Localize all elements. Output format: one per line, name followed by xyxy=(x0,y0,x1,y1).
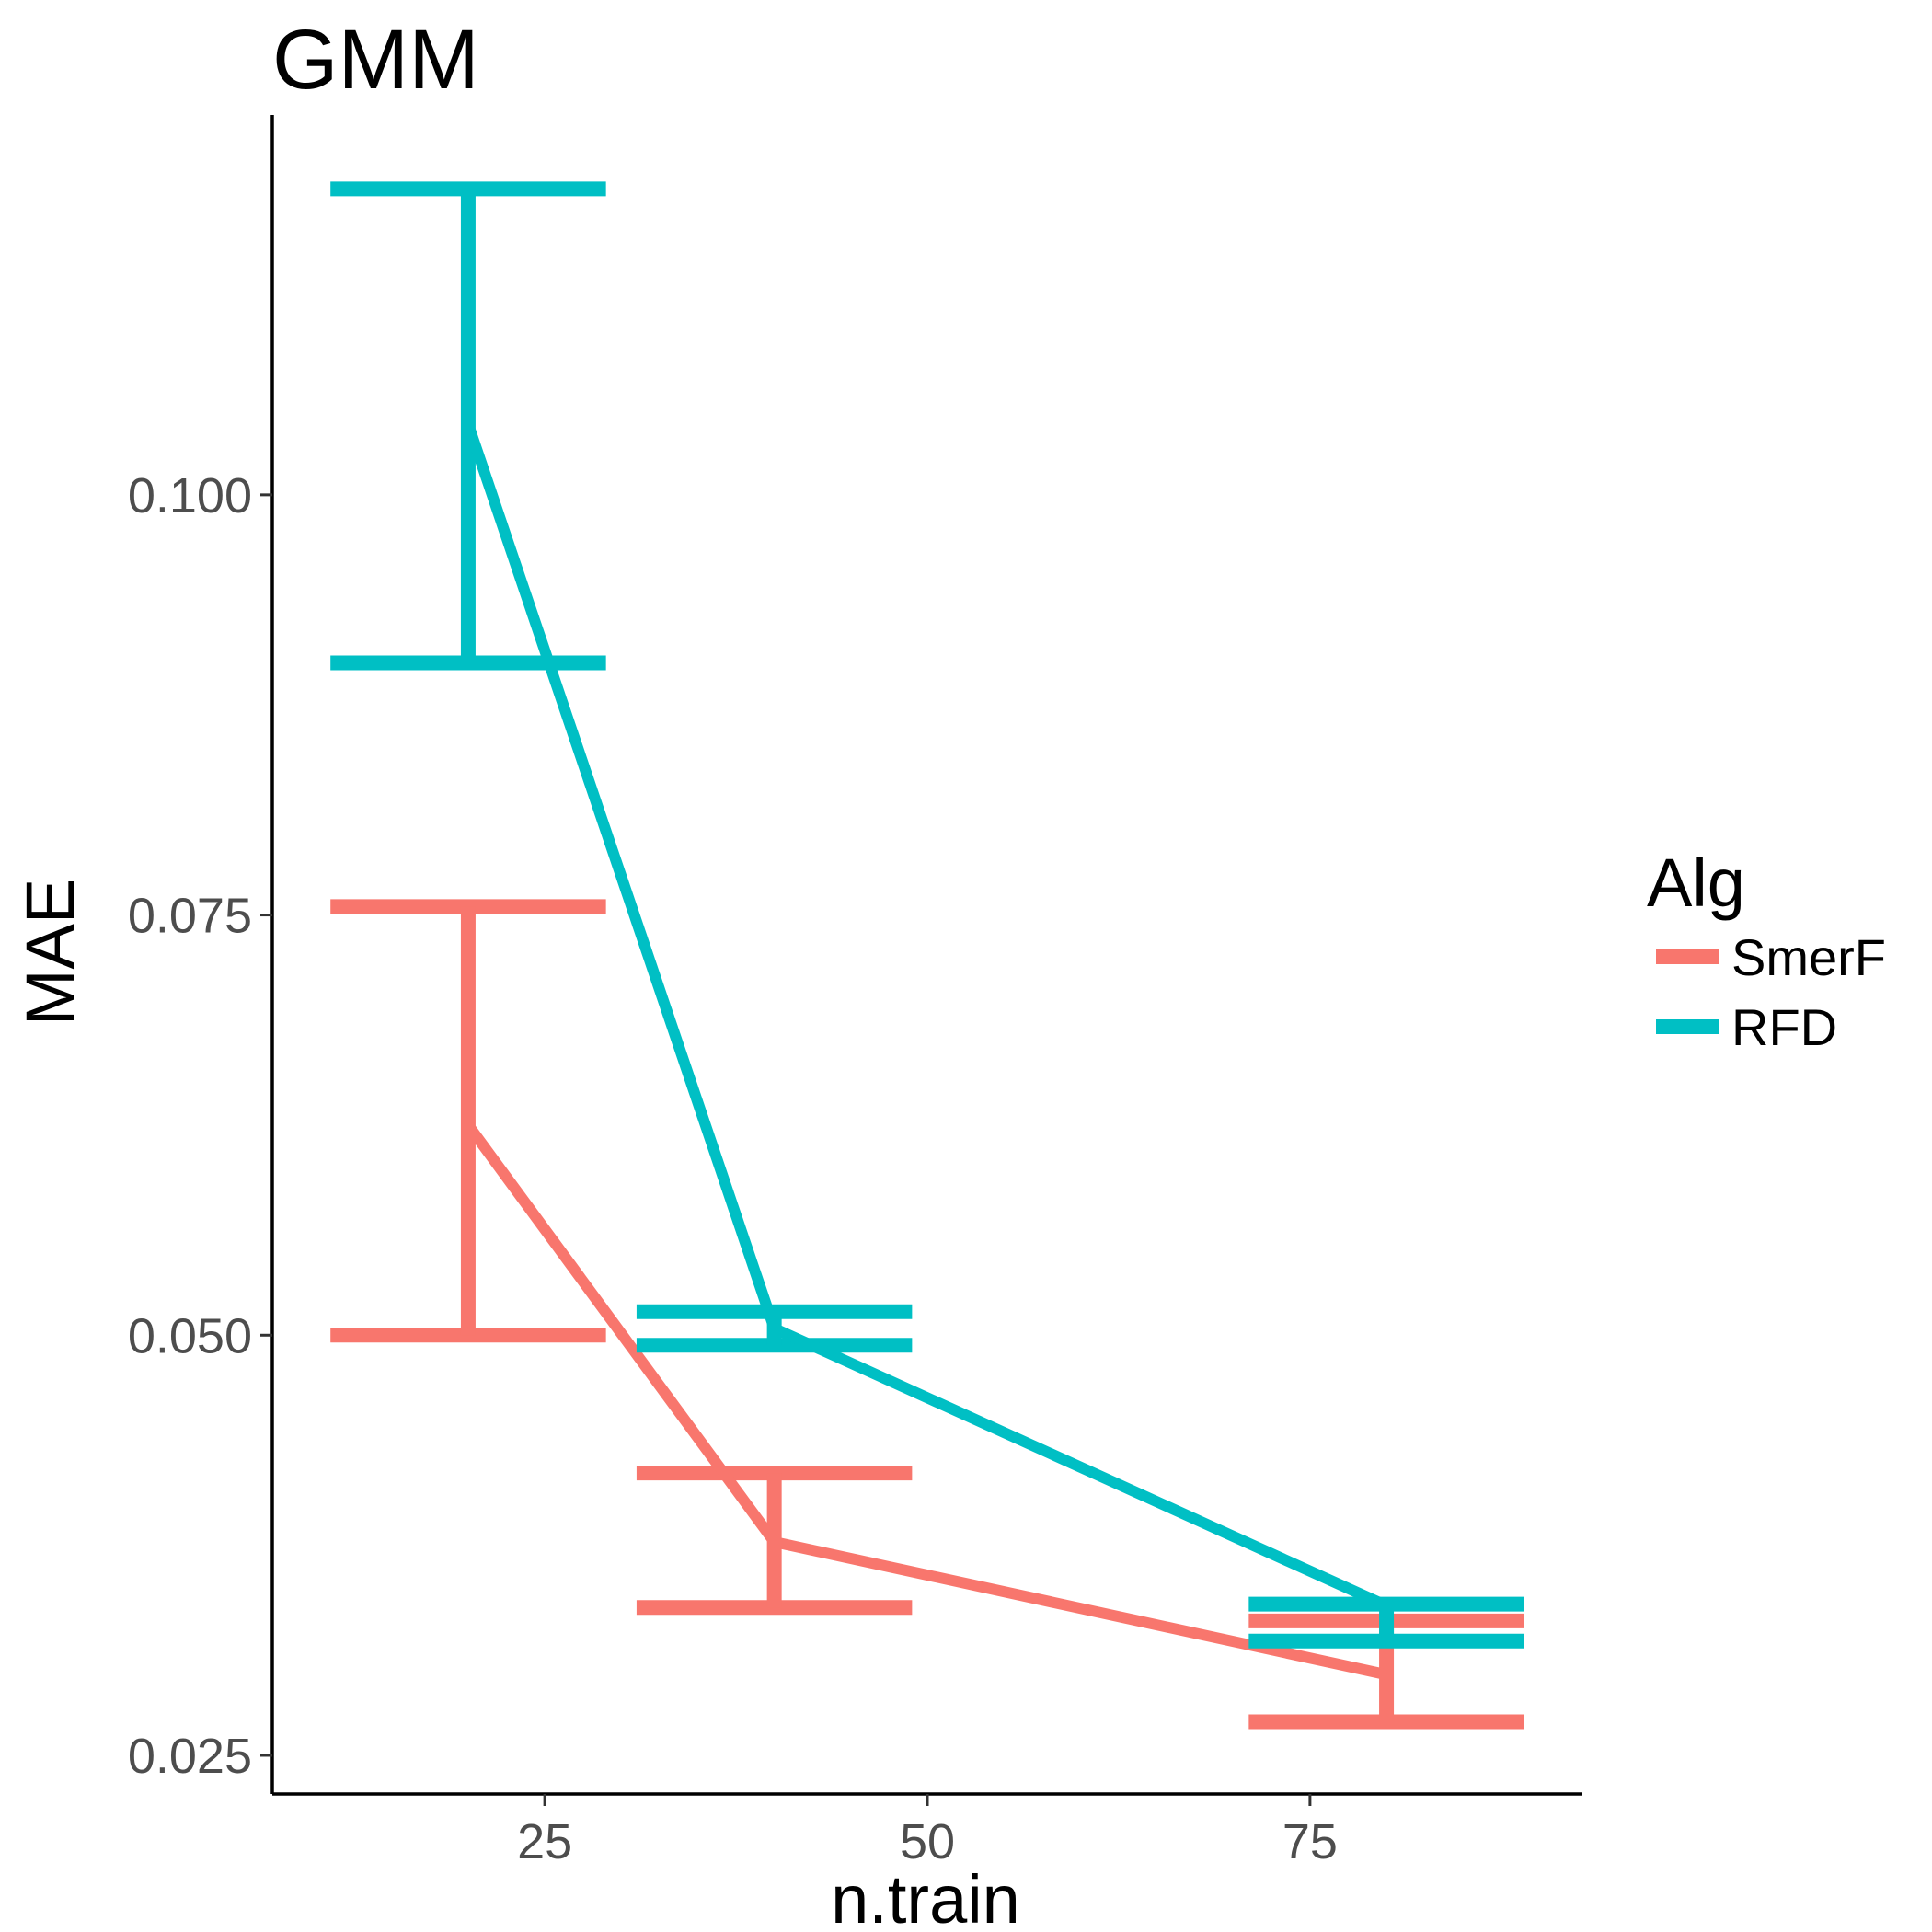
series-line xyxy=(464,1121,1388,1681)
legend-item-smerf: SmerF xyxy=(1656,928,1886,986)
y-axis: 0.025 0.050 0.075 0.100 xyxy=(128,115,274,1794)
x-axis: 25 50 75 xyxy=(272,1792,1582,1869)
y-tick-label: 0.100 xyxy=(128,468,252,523)
x-tick-label: 25 xyxy=(517,1814,572,1869)
series-smerf xyxy=(330,899,1524,1730)
legend-label: SmerF xyxy=(1731,928,1886,986)
series-line xyxy=(463,422,1389,1611)
legend: Alg SmerF RFD xyxy=(1647,845,1886,1056)
x-tick-label: 75 xyxy=(1282,1814,1338,1869)
y-tick-label: 0.050 xyxy=(128,1308,252,1363)
legend-title: Alg xyxy=(1647,845,1745,921)
y-tick-label: 0.025 xyxy=(128,1729,252,1784)
series-rfd xyxy=(330,181,1524,1649)
x-tick-label: 50 xyxy=(900,1814,955,1869)
plot-area xyxy=(330,181,1524,1730)
error-bar xyxy=(330,899,606,1343)
y-axis-title: MAE xyxy=(12,879,88,1026)
y-tick-label: 0.075 xyxy=(128,889,252,944)
x-axis-title: n.train xyxy=(831,1861,1020,1932)
chart-title: GMM xyxy=(272,13,479,107)
legend-item-rfd: RFD xyxy=(1656,998,1837,1056)
legend-label: RFD xyxy=(1731,998,1837,1056)
